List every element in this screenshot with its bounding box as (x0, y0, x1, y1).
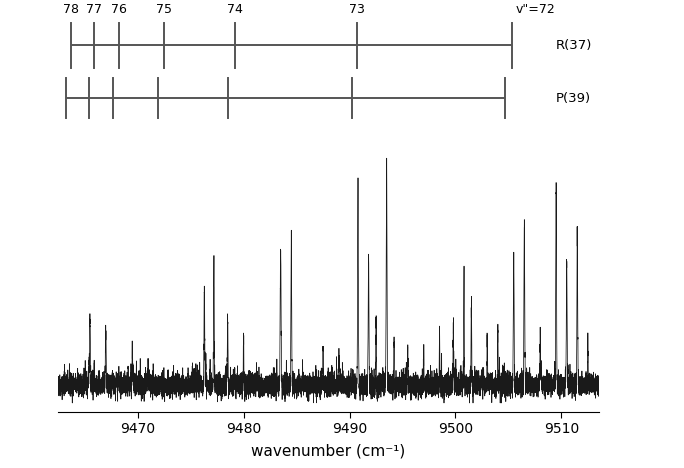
X-axis label: wavenumber (cm⁻¹): wavenumber (cm⁻¹) (251, 443, 406, 458)
Text: P(39): P(39) (556, 92, 591, 105)
Text: 73: 73 (350, 3, 365, 16)
Text: 75: 75 (156, 3, 172, 16)
Text: 74: 74 (227, 3, 243, 16)
Text: 77: 77 (86, 3, 102, 16)
Text: R(37): R(37) (556, 39, 592, 52)
Text: v"=72: v"=72 (516, 3, 555, 16)
Text: 78: 78 (63, 3, 79, 16)
Text: 76: 76 (111, 3, 127, 16)
